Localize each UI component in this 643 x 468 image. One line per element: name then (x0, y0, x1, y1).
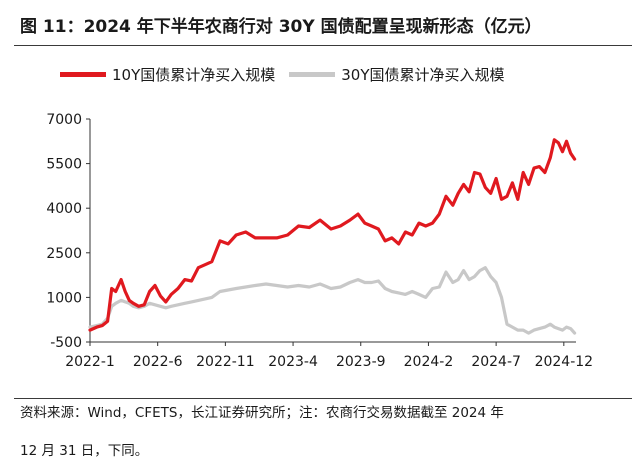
legend-swatch-30y (289, 72, 336, 77)
series-line-30y (88, 266, 577, 335)
legend-swatch-10y (60, 72, 106, 77)
x-tick-label: 2022-6 (133, 354, 183, 370)
title-rule (14, 45, 632, 46)
legend-item-30y: 30Y国债累计净买入规模 (289, 64, 505, 85)
legend-item-10y: 10Y国债累计净买入规模 (60, 64, 275, 85)
source-rule (14, 398, 632, 399)
y-tick-label: 1000 (46, 290, 82, 306)
y-tick-label: -500 (50, 335, 82, 351)
x-tick-label: 2023-9 (336, 354, 386, 370)
legend-label-30y: 30Y国债累计净买入规模 (341, 66, 505, 84)
legend-label-10y: 10Y国债累计净买入规模 (112, 66, 276, 84)
x-tick-label: 2024-7 (471, 354, 521, 370)
y-tick-label: 2500 (46, 246, 82, 262)
source-note-line1: 资料来源：Wind，CFETS，长江证券研究所；注：农商行交易数据截至 2024… (20, 405, 504, 421)
source-note-line2: 12 月 31 日，下同。 (20, 443, 149, 459)
x-tick-label: 2024-2 (404, 354, 454, 370)
y-tick-label: 5500 (46, 157, 82, 173)
chart-legend: 10Y国债累计净买入规模 30Y国债累计净买入规模 (60, 64, 505, 85)
figure-title: 图 11：2024 年下半年农商行对 30Y 国债配置呈现新形态（亿元） (20, 17, 542, 37)
y-tick-label: 7000 (46, 112, 82, 128)
x-tick-label: 2022-11 (196, 354, 255, 370)
x-tick-label: 2024-12 (535, 354, 594, 370)
series-line-10y (88, 138, 577, 332)
y-tick-label: 4000 (46, 201, 82, 217)
line-chart: -500 1000 2500 4000 5500 7000 2022-1 2022-6 2022… (46, 112, 594, 370)
x-tick-label: 2022-1 (65, 354, 115, 370)
x-tick-label: 2023-4 (268, 354, 318, 370)
